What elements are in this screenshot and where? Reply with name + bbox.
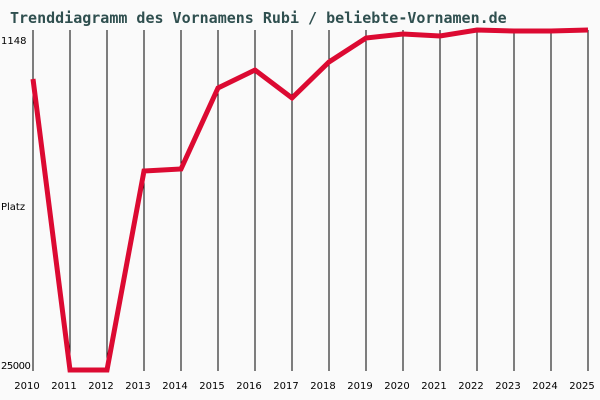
x-tick-label-2010: 2010 xyxy=(14,381,40,392)
x-tick-label-2013: 2013 xyxy=(125,381,151,392)
x-tick-label-2023: 2023 xyxy=(495,381,521,392)
y-axis-title: Platz xyxy=(1,202,26,213)
x-tick-label-2019: 2019 xyxy=(347,381,373,392)
x-tick-label-2011: 2011 xyxy=(51,381,77,392)
x-tick-label-2014: 2014 xyxy=(162,381,188,392)
x-tick-label-2025: 2025 xyxy=(569,381,595,392)
x-tick-label-2022: 2022 xyxy=(458,381,484,392)
x-tick-label-2016: 2016 xyxy=(236,381,262,392)
x-tick-label-2020: 2020 xyxy=(384,381,410,392)
x-tick-label-2021: 2021 xyxy=(421,381,447,392)
rank-trend-line xyxy=(30,27,589,373)
x-tick-label-2017: 2017 xyxy=(273,381,299,392)
x-tick-label-2018: 2018 xyxy=(310,381,336,392)
x-tick-label-2012: 2012 xyxy=(88,381,114,392)
y-axis-bottom-label: 25000 xyxy=(1,361,31,372)
y-axis-top-label: 1148 xyxy=(1,36,27,47)
chart-title: Trenddiagramm des Vornamens Rubi / belie… xyxy=(10,9,507,27)
x-tick-label-2024: 2024 xyxy=(532,381,558,392)
x-tick-label-2015: 2015 xyxy=(199,381,225,392)
vertical-gridlines xyxy=(32,30,589,371)
